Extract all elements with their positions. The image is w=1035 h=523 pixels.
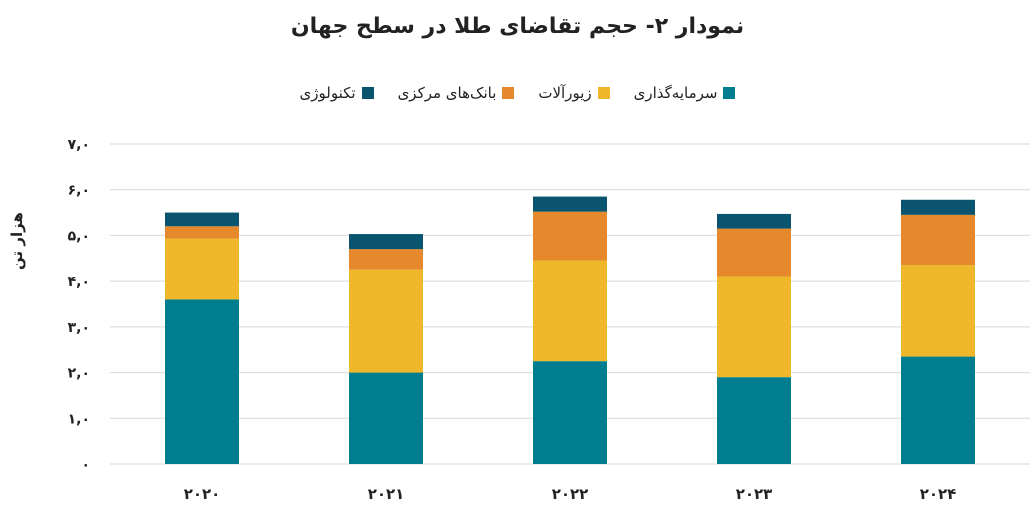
legend: سرمایه‌گذاری زیورآلات بانک‌های مرکزی تکن… — [0, 84, 1035, 102]
legend-item-jewelry: زیورآلات — [538, 84, 610, 102]
legend-label-central-banks: بانک‌های مرکزی — [397, 84, 497, 102]
legend-swatch-investment — [723, 87, 736, 99]
x-tick-label: ۲۰۲۳ — [736, 485, 773, 503]
chart-title: نمودار ۲- حجم تقاضای طلا در سطح جهان — [290, 14, 745, 39]
legend-item-investment: سرمایه‌گذاری — [634, 84, 736, 102]
legend-swatch-technology — [361, 87, 374, 99]
bar-segment-investment — [349, 372, 423, 464]
x-tick-label: ۲۰۲۲ — [552, 485, 589, 503]
bar-segment-jewelry — [349, 269, 423, 373]
x-tick-label: ۲۰۲۱ — [368, 485, 405, 503]
y-tick-label: ۱,۰ — [68, 411, 90, 427]
bar-segment-technology — [349, 234, 423, 250]
legend-label-investment: سرمایه‌گذاری — [633, 84, 718, 102]
legend-label-technology: تکنولوژی — [299, 84, 356, 102]
legend-item-central-banks: بانک‌های مرکزی — [398, 84, 515, 102]
bar-segment-central-banks — [349, 249, 423, 270]
bar-segment-investment — [717, 377, 791, 464]
bar-segment-investment — [533, 361, 607, 464]
bar-segment-investment — [901, 356, 975, 464]
bar-segment-technology — [901, 199, 975, 215]
bar-segment-central-banks — [533, 211, 607, 261]
y-tick-label: ۴,۰ — [68, 274, 90, 290]
y-tick-label: ۰ — [81, 457, 90, 473]
bar-segment-jewelry — [901, 265, 975, 357]
bar-segment-technology — [165, 212, 239, 227]
x-tick-label: ۲۰۲۴ — [920, 485, 957, 503]
bar-segment-jewelry — [165, 238, 239, 300]
bar-segment-central-banks — [165, 226, 239, 239]
y-tick-label: ۳,۰ — [68, 320, 90, 336]
bar-segment-jewelry — [717, 276, 791, 378]
legend-item-technology: تکنولوژی — [300, 84, 374, 102]
bar-segment-central-banks — [901, 214, 975, 266]
y-tick-label: ۷,۰ — [68, 137, 90, 153]
bar-segment-technology — [533, 196, 607, 212]
bar-segment-investment — [165, 299, 239, 464]
bar-segment-central-banks — [717, 228, 791, 277]
legend-swatch-jewelry — [597, 87, 610, 99]
y-tick-label: ۶,۰ — [68, 183, 90, 199]
y-tick-label: ۲,۰ — [68, 366, 90, 382]
x-tick-label: ۲۰۲۰ — [184, 485, 221, 503]
legend-swatch-central-banks — [502, 87, 515, 99]
legend-label-jewelry: زیورآلات — [538, 84, 592, 102]
y-tick-label: ۵,۰ — [68, 228, 90, 244]
bar-segment-technology — [717, 213, 791, 229]
bar-segment-jewelry — [533, 260, 607, 362]
